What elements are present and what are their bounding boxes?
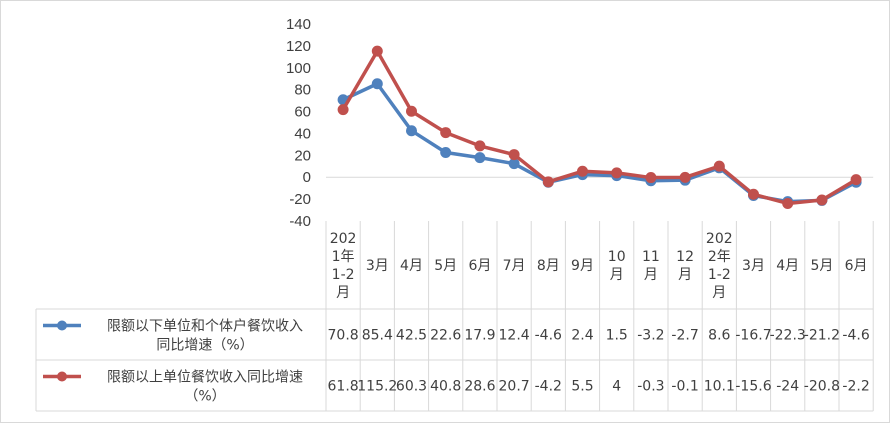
x-category-label: 4月 xyxy=(776,258,799,274)
data-point xyxy=(474,152,486,164)
table-cell-value: 22.6 xyxy=(430,328,461,344)
table-cell-value: -4.6 xyxy=(535,328,562,344)
x-category-label: 202 xyxy=(330,231,357,247)
x-category-label: 月 xyxy=(678,267,692,283)
data-point xyxy=(406,125,417,137)
series-line-1 xyxy=(341,82,858,204)
data-point xyxy=(406,105,417,117)
y-tick-label: 80 xyxy=(294,82,311,99)
data-point xyxy=(440,127,452,139)
x-category-label: 5月 xyxy=(434,258,457,274)
x-category-label: 202 xyxy=(706,231,733,247)
data-point xyxy=(679,171,691,183)
y-tick-label: 0 xyxy=(303,169,311,186)
table-cell-value: -20.8 xyxy=(804,379,840,395)
data-point xyxy=(713,160,725,172)
table-cell-value: 8.6 xyxy=(708,328,730,344)
table-cell-value: 1.5 xyxy=(606,328,628,344)
data-point xyxy=(577,165,588,177)
table-cell-value: -4.2 xyxy=(535,379,562,395)
table-cell-value: 115.2 xyxy=(357,379,397,395)
table-cell-value: 17.9 xyxy=(464,328,495,344)
data-point xyxy=(508,149,520,161)
data-point xyxy=(508,158,520,170)
data-point xyxy=(611,167,623,179)
table-cell-value: -3.2 xyxy=(637,328,664,344)
table-cell-value: 40.8 xyxy=(430,379,461,395)
table-cell-value: -16.7 xyxy=(735,328,771,344)
legend-marker-1 xyxy=(57,320,67,331)
table-cell-value: -21.2 xyxy=(804,328,840,344)
data-point xyxy=(440,146,452,158)
x-category-label: 9月 xyxy=(571,258,594,274)
table-cell-value: -22.3 xyxy=(770,328,806,344)
x-category-label: 6月 xyxy=(468,258,491,274)
x-category-label: 3月 xyxy=(366,258,389,274)
data-point xyxy=(782,197,794,209)
legend-label-2: （%） xyxy=(184,389,225,405)
x-category-label: 2年 xyxy=(708,249,731,265)
table-cell-value: -2.7 xyxy=(671,328,698,344)
table-cell-value: 70.8 xyxy=(328,328,359,344)
table-cell-value: -4.6 xyxy=(842,328,869,344)
data-point xyxy=(816,194,828,206)
x-category-label: 3月 xyxy=(742,258,765,274)
data-point xyxy=(371,78,383,90)
table-cell-value: 20.7 xyxy=(499,379,530,395)
data-point xyxy=(850,174,862,186)
legend-label-1: 限额以下单位和个体户餐饮收入 xyxy=(107,318,303,335)
legend-marker-2 xyxy=(57,371,67,382)
x-category-label: 月 xyxy=(336,285,350,301)
x-category-label: 8月 xyxy=(537,258,560,274)
data-point xyxy=(748,188,759,200)
x-category-label: 4月 xyxy=(400,258,423,274)
y-tick-label: -20 xyxy=(289,191,311,208)
x-category-label: 1年 xyxy=(332,249,355,265)
y-tick-label: 20 xyxy=(294,147,311,164)
x-category-label: 7月 xyxy=(503,258,526,274)
y-tick-label: 100 xyxy=(286,60,311,77)
table-cell-value: 4 xyxy=(612,379,621,395)
y-tick-label: -40 xyxy=(289,213,311,230)
table-cell-value: 42.5 xyxy=(396,328,427,344)
table-cell-value: -15.6 xyxy=(735,379,771,395)
table-cell-value: -0.1 xyxy=(671,379,698,395)
data-point xyxy=(337,104,349,116)
x-category-label: 月 xyxy=(610,267,624,283)
table-cell-value: 2.4 xyxy=(571,328,593,344)
legend-label-1: 同比增速（%） xyxy=(156,338,253,354)
series-line-2 xyxy=(341,49,858,206)
x-category-label: 10 xyxy=(608,249,626,265)
y-tick-label: 40 xyxy=(294,125,311,142)
table-cell-value: 28.6 xyxy=(464,379,495,395)
x-category-label: 1-2 xyxy=(708,267,731,283)
x-category-label: 6月 xyxy=(845,258,868,274)
table-cell-value: 61.8 xyxy=(328,379,359,395)
data-point xyxy=(542,176,554,188)
x-category-label: 5月 xyxy=(810,258,833,274)
table-cell-value: 60.3 xyxy=(396,379,427,395)
x-category-label: 月 xyxy=(644,267,658,283)
table-cell-value: -24 xyxy=(776,379,799,395)
x-category-label: 月 xyxy=(712,285,726,301)
table-cell-value: 12.4 xyxy=(499,328,530,344)
data-point xyxy=(474,140,486,152)
table-cell-value: -0.3 xyxy=(637,379,664,395)
data-point xyxy=(645,172,657,184)
table-cell-value: 5.5 xyxy=(571,379,593,395)
y-tick-label: 120 xyxy=(286,38,311,55)
y-tick-label: 60 xyxy=(294,104,311,121)
legend-label-2: 限额以上单位餐饮收入同比增速 xyxy=(107,370,303,386)
x-category-label: 1-2 xyxy=(332,267,355,283)
table-cell-value: 10.1 xyxy=(704,379,735,395)
data-point xyxy=(371,45,383,57)
y-tick-label: 140 xyxy=(286,16,311,33)
x-category-label: 12 xyxy=(676,249,694,265)
table-cell-value: 85.4 xyxy=(362,328,393,344)
x-category-label: 11 xyxy=(642,249,660,265)
table-cell-value: -2.2 xyxy=(842,379,869,395)
